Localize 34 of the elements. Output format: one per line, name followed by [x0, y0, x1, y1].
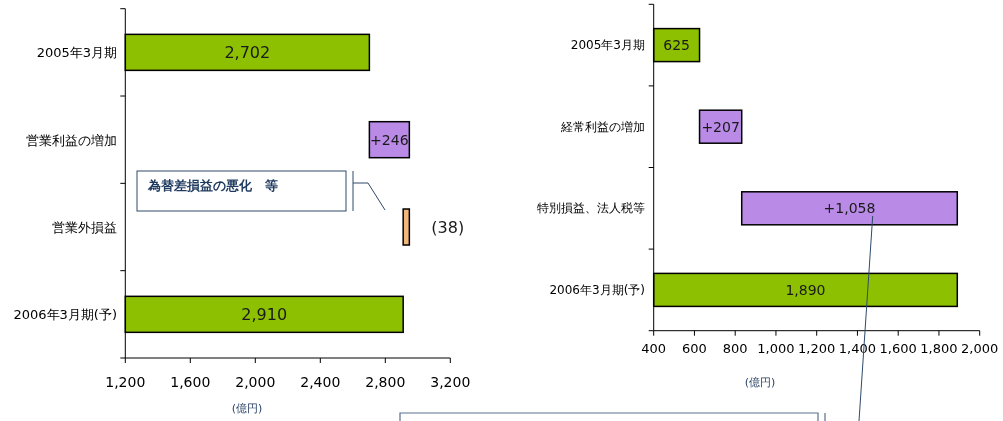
data-label: 2,910	[241, 304, 288, 324]
x-axis-title: (億円)	[231, 402, 263, 415]
x-tick-label: 2,800	[365, 374, 406, 390]
y-tick-label: 2005年3月期	[570, 38, 645, 53]
data-label: +1,058	[823, 200, 876, 217]
y-tick-label: 経常利益の増加	[560, 119, 645, 134]
x-tick-label: 3,200	[430, 374, 471, 390]
x-tick-label: 1,800	[920, 341, 958, 356]
x-tick-label: 400	[641, 341, 667, 356]
x-tick-label: 2,400	[300, 374, 341, 390]
y-tick-label: 特別損益、法人税等	[537, 201, 645, 216]
data-label: 1,890	[785, 281, 826, 298]
x-tick-label: 2,000	[235, 374, 276, 390]
y-tick-label: 2006年3月期(予)	[13, 306, 117, 322]
x-tick-label: 800	[722, 341, 748, 356]
x-tick-label: 600	[682, 341, 707, 356]
x-tick-label: 1,200	[105, 374, 146, 390]
x-axis-title: (億円)	[744, 376, 776, 389]
y-tick-label: 営業外損益	[52, 219, 117, 235]
y-tick-label: 営業利益の増加	[26, 132, 117, 148]
annotation: 為替差損益の悪化 等	[147, 177, 278, 193]
x-tick-label: 2,000	[961, 341, 999, 356]
data-label: +246	[370, 131, 409, 148]
data-label: (38)	[431, 217, 465, 237]
x-tick-label: 1,200	[798, 341, 836, 356]
data-label: 625	[663, 37, 690, 54]
x-tick-label: 1,000	[757, 341, 795, 356]
y-tick-label: 2006年3月期(予)	[549, 282, 645, 297]
data-label: 2,702	[224, 42, 271, 62]
y-tick-label: 2005年3月期	[36, 44, 117, 60]
x-tick-label: 1,600	[879, 341, 917, 356]
x-tick-label: 1,600	[170, 374, 211, 390]
x-tick-label: 1,400	[838, 341, 877, 356]
data-label: +207	[701, 118, 740, 135]
